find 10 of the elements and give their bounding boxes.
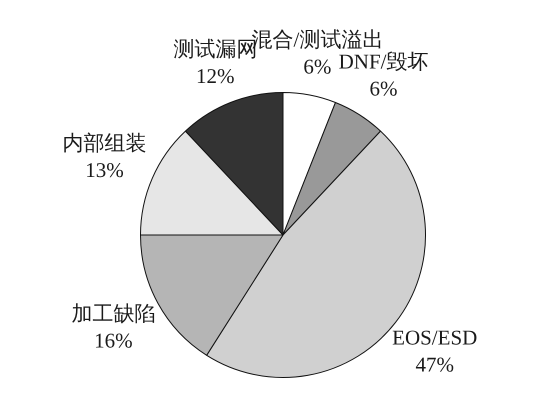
data-label: 6% (370, 76, 398, 101)
slice-label: 内部组装 (62, 130, 146, 155)
slice-label: EOS/ESD (392, 326, 478, 350)
slice-label: 加工缺陷 (71, 301, 156, 326)
data-label: 16% (94, 328, 133, 352)
data-label: 12% (196, 64, 235, 88)
slice-label: DNF/毁坏 (338, 50, 428, 74)
data-label: 6% (303, 54, 332, 79)
data-label: 47% (415, 352, 454, 377)
data-label: 13% (85, 158, 124, 182)
